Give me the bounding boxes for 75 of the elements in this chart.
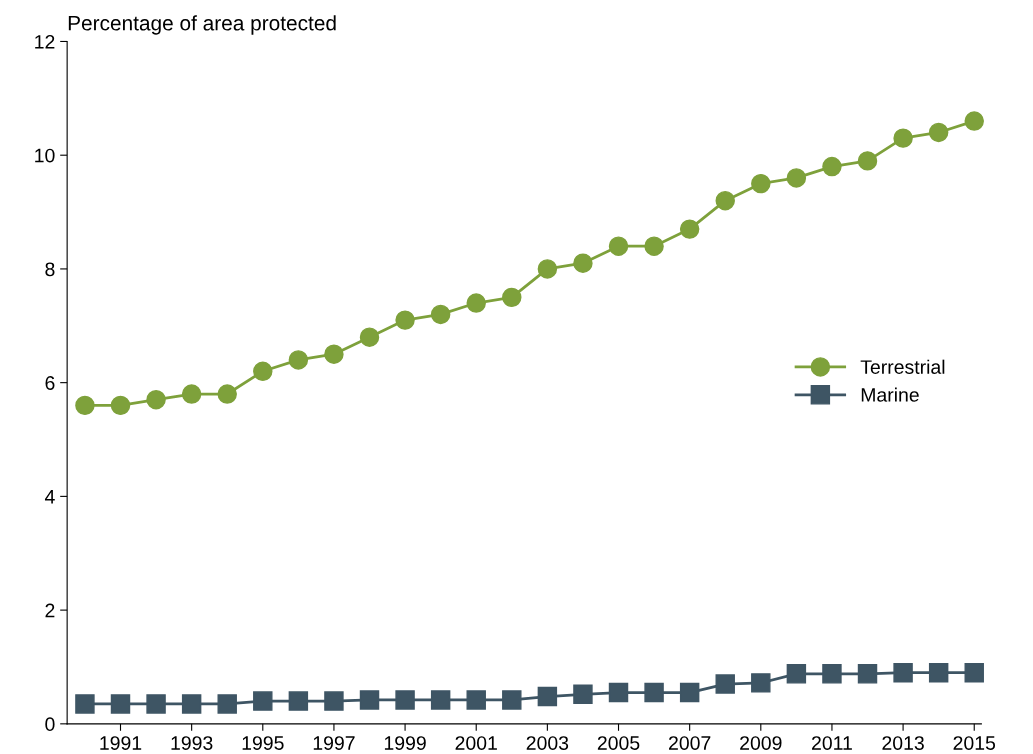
point [893,662,913,683]
x-tick-label: 1995 [242,736,284,750]
legend-label: Marine [861,387,919,402]
x-tick-label: 1993 [171,736,213,750]
point [715,190,735,211]
x-tick-label: 2001 [455,736,497,750]
x-tick-label: 2009 [740,736,782,750]
point [253,361,273,382]
point [395,310,415,330]
point [679,682,700,703]
x-tick-label: 2003 [526,736,569,750]
point [857,664,878,684]
point [217,694,237,714]
point [786,664,807,684]
point [751,673,771,693]
point [324,691,344,711]
y-tick-label: 6 [45,376,55,390]
point [146,694,166,714]
point [537,259,558,279]
point [146,389,166,410]
y-tick-label: 8 [45,262,55,277]
point [857,151,878,171]
point [928,662,949,683]
point [928,122,949,143]
point [395,690,415,710]
x-tick-label: 2013 [882,736,924,750]
x-tick-label: 1997 [313,736,355,750]
point [288,350,309,370]
x-tick-label: 1991 [100,736,142,750]
y-tick-label: 10 [35,148,55,163]
x-tick-label: 2011 [812,736,852,750]
point [466,293,486,313]
point [644,236,664,256]
point [537,686,558,707]
point [359,690,380,710]
x-tick-label: 2015 [953,736,996,750]
point [181,694,202,714]
y-tick-label: 4 [44,490,55,504]
point [964,111,984,131]
point [502,287,522,308]
point [715,674,735,694]
point [822,156,842,177]
point [786,168,807,188]
point [217,384,237,404]
point [110,395,131,416]
y-tick-label: 2 [45,603,55,618]
point [893,128,913,148]
point [253,691,273,711]
point [430,690,451,710]
point [822,664,842,684]
point [324,344,344,364]
point [573,684,593,704]
point [466,690,486,710]
point [679,219,700,239]
y-tick-label: 12 [35,34,55,49]
point [181,384,202,404]
y-axis-title: Percentage of area protected [68,15,336,35]
x-tick-label: 2005 [597,736,640,750]
point [573,253,593,273]
point [75,395,95,416]
point [751,173,771,194]
legend-label: Terrestrial [860,359,945,374]
point [502,690,522,710]
point [608,236,629,256]
point [430,304,451,325]
point [288,691,309,711]
point [359,327,380,347]
x-tick-label: 1999 [384,736,426,750]
x-tick-label: 2007 [669,736,711,750]
y-tick-label: 0 [45,717,55,732]
point [644,682,664,703]
point [964,662,984,683]
point [110,694,131,714]
point [75,694,95,714]
point [608,682,629,703]
